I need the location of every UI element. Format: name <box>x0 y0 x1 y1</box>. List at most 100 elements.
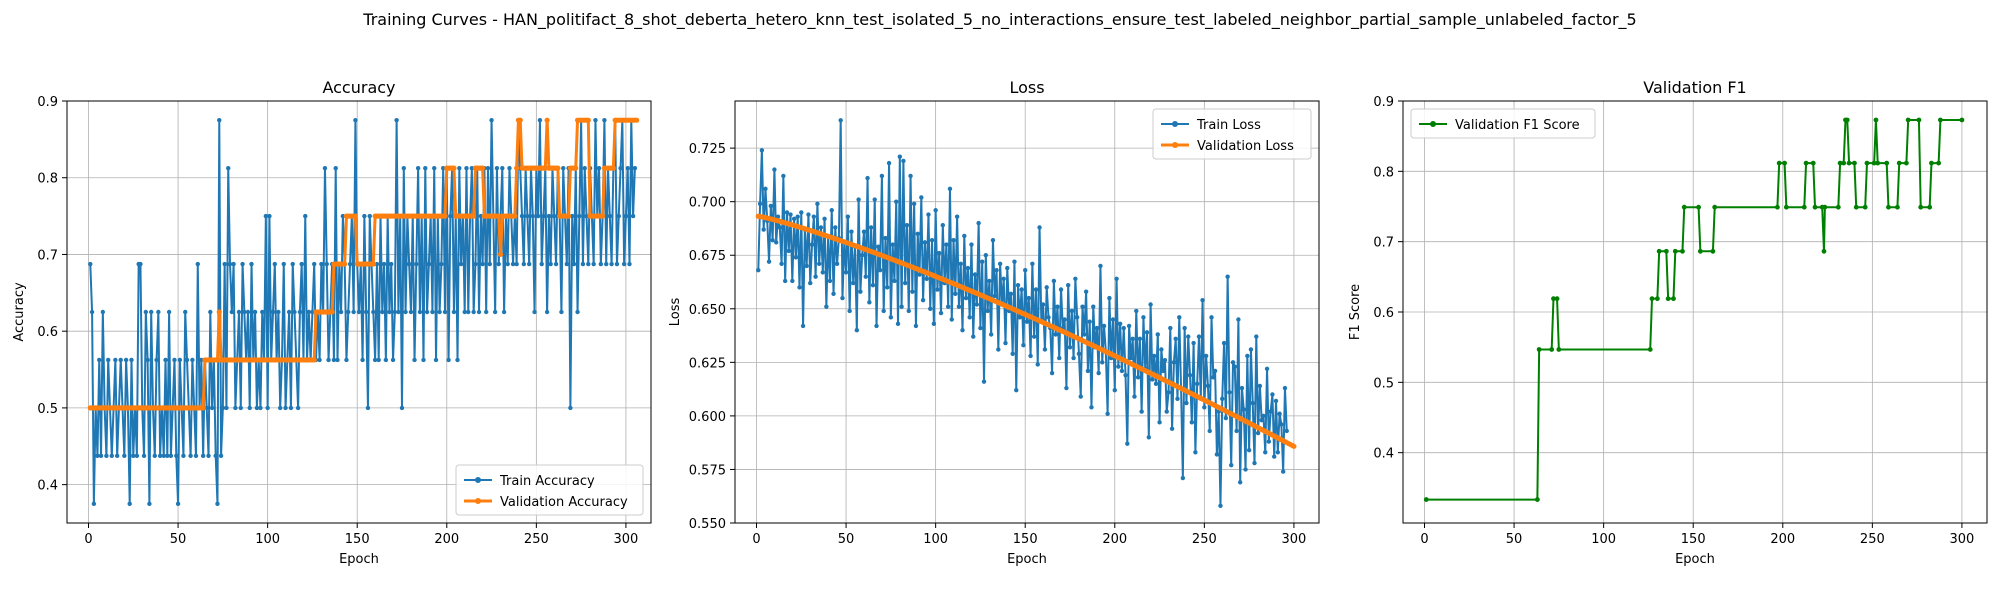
chart-title: Validation F1 <box>1643 78 1746 97</box>
data-point <box>168 453 174 459</box>
data-point <box>1112 387 1117 393</box>
data-point <box>1071 355 1076 361</box>
data-point <box>1656 248 1662 254</box>
data-point <box>994 268 999 273</box>
data-point <box>1114 276 1119 281</box>
data-point <box>618 165 623 171</box>
data-point <box>1871 160 1877 166</box>
data-point <box>552 213 557 219</box>
data-point <box>996 347 1001 352</box>
data-point <box>1277 411 1282 416</box>
data-point <box>1055 304 1060 309</box>
data-point <box>183 309 188 315</box>
data-point <box>1680 248 1685 254</box>
data-point <box>1254 334 1259 339</box>
data-point <box>1173 336 1178 341</box>
data-point <box>263 213 269 219</box>
data-point <box>1021 343 1026 348</box>
y-tick-label: 0.625 <box>689 356 726 371</box>
data-point <box>344 357 349 363</box>
data-point <box>249 261 254 267</box>
y-tick-label: 0.700 <box>689 196 726 211</box>
data-point <box>106 357 111 363</box>
y-axis-label: Loss <box>668 298 683 327</box>
data-point <box>879 173 885 179</box>
data-point <box>913 323 919 329</box>
data-point <box>215 501 220 507</box>
data-point <box>763 186 768 192</box>
data-point <box>559 309 564 315</box>
data-point <box>1423 497 1429 502</box>
data-point <box>224 405 229 411</box>
data-point <box>292 309 297 315</box>
data-point <box>958 261 963 266</box>
data-point <box>152 453 157 459</box>
data-point <box>113 357 118 363</box>
data-point <box>1230 360 1236 365</box>
data-point <box>1916 117 1922 123</box>
data-point <box>928 306 933 311</box>
data-point <box>940 223 945 228</box>
data-point <box>123 357 129 363</box>
data-point <box>593 117 598 123</box>
data-point <box>218 453 224 459</box>
data-point <box>1873 117 1879 123</box>
data-point <box>433 357 439 363</box>
data-point <box>1130 336 1135 341</box>
x-tick-label: 100 <box>1591 532 1616 547</box>
data-point <box>165 453 170 459</box>
data-point <box>908 173 913 179</box>
data-point <box>983 253 988 258</box>
data-point <box>1696 204 1701 210</box>
data-point <box>1549 347 1555 352</box>
data-point <box>1649 296 1655 302</box>
data-point <box>371 309 376 315</box>
data-point <box>899 304 904 309</box>
data-point <box>573 165 579 171</box>
data-point <box>181 453 186 459</box>
data-point <box>553 261 559 267</box>
data-point <box>598 261 604 267</box>
data-point <box>1211 375 1216 380</box>
y-tick-label: 0.8 <box>37 172 58 187</box>
data-point <box>571 261 577 267</box>
series-line <box>1426 118 1962 501</box>
data-point <box>569 213 575 219</box>
data-point <box>1209 315 1214 320</box>
data-point <box>525 213 530 219</box>
data-point <box>303 213 308 219</box>
data-point <box>448 213 453 219</box>
data-point <box>177 357 183 363</box>
data-point <box>1782 160 1787 166</box>
x-tick-label: 250 <box>524 532 549 547</box>
data-point <box>184 357 190 363</box>
data-point <box>100 309 106 315</box>
data-point <box>876 244 881 249</box>
data-point <box>1232 364 1238 369</box>
data-point <box>1214 452 1220 457</box>
data-point <box>847 308 852 314</box>
data-point <box>793 255 799 260</box>
data-point <box>1263 450 1268 455</box>
data-point <box>245 309 251 315</box>
data-point <box>188 453 193 459</box>
data-point <box>971 334 976 339</box>
legend-swatch-marker <box>1172 142 1178 148</box>
data-point <box>895 321 901 326</box>
data-point <box>478 213 484 219</box>
data-point <box>868 225 874 230</box>
data-point <box>761 227 766 232</box>
data-point <box>827 278 833 284</box>
x-tick-label: 50 <box>838 532 855 547</box>
data-point <box>310 309 315 315</box>
data-point <box>1207 428 1212 434</box>
data-point <box>376 357 381 363</box>
data-point <box>1272 454 1277 459</box>
data-point <box>1534 497 1540 502</box>
data-point <box>1936 160 1942 166</box>
x-tick-label: 250 <box>1860 532 1885 547</box>
series-validation-f1-score <box>1423 117 1965 502</box>
data-point <box>485 165 491 171</box>
data-point <box>1853 204 1859 210</box>
data-point <box>766 259 772 264</box>
